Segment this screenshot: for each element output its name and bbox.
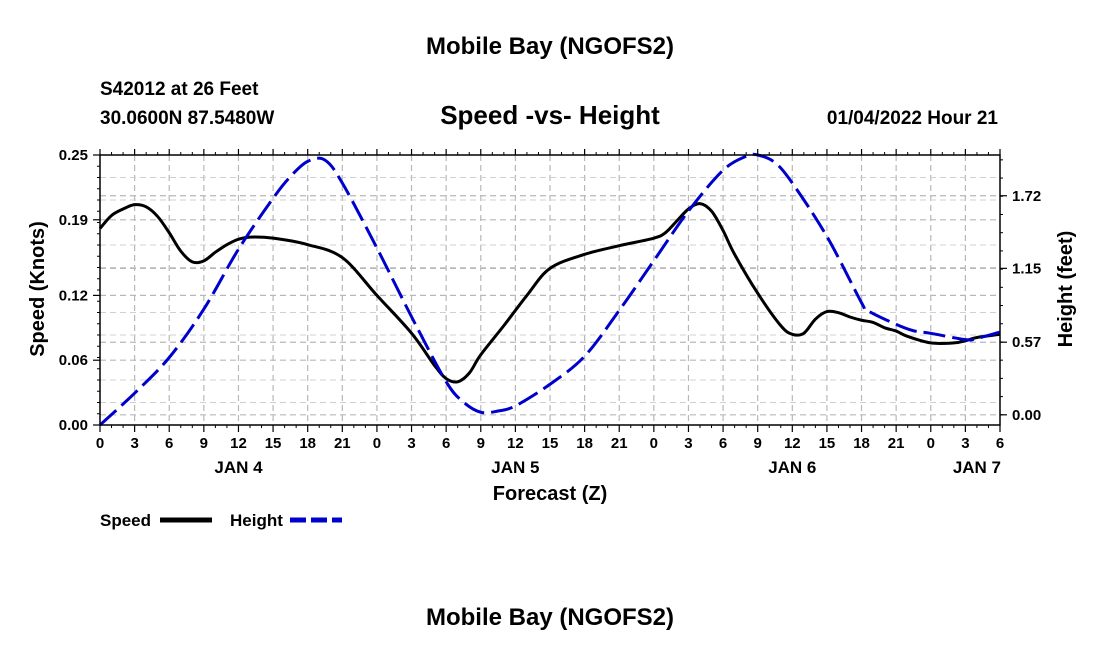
x-tick-label: 21: [611, 435, 628, 452]
x-tick-label: 6: [996, 435, 1004, 452]
page-title: Mobile Bay (NGOFS2): [426, 33, 674, 60]
x-tick-label: 6: [442, 435, 450, 452]
x-date-label: JAN 5: [491, 458, 539, 477]
x-tick-label: 0: [373, 435, 381, 452]
footer-title: Mobile Bay (NGOFS2): [426, 604, 674, 631]
x-tick-label: 0: [927, 435, 935, 452]
timestamp-label: 01/04/2022 Hour 21: [827, 108, 999, 129]
coordinates-label: 30.0600N 87.5480W: [100, 108, 274, 129]
x-tick-label: 3: [407, 435, 415, 452]
x-tick-label: 15: [819, 435, 836, 452]
x-tick-label: 12: [784, 435, 801, 452]
x-tick-label: 12: [230, 435, 247, 452]
x-tick-label: 6: [165, 435, 173, 452]
y-axis-title: Speed (Knots): [27, 221, 49, 357]
x-tick-label: 15: [265, 435, 282, 452]
x-tick-label: 18: [853, 435, 870, 452]
y2-tick-label: 0.57: [1012, 334, 1041, 351]
legend-speed-label: Speed: [100, 511, 151, 530]
x-tick-label: 3: [961, 435, 969, 452]
y2-tick-label: 1.72: [1012, 188, 1041, 205]
x-tick-label: 21: [334, 435, 351, 452]
x-tick-label: 21: [888, 435, 905, 452]
x-date-label: JAN 7: [953, 458, 1001, 477]
legend-height-label: Height: [230, 511, 283, 530]
chart-title: Speed -vs- Height: [440, 100, 660, 130]
y-tick-label: 0.06: [59, 352, 88, 369]
y-tick-label: 0.12: [59, 287, 88, 304]
station-label: S42012 at 26 Feet: [100, 79, 259, 100]
x-tick-label: 9: [200, 435, 208, 452]
x-tick-label: 12: [507, 435, 524, 452]
x-date-label: JAN 6: [768, 458, 816, 477]
y2-axis-title: Height (feet): [1055, 231, 1077, 348]
y-tick-label: 0.25: [59, 147, 88, 164]
x-date-label: JAN 4: [214, 458, 263, 477]
y-tick-label: 0.00: [59, 417, 88, 434]
y2-tick-label: 0.00: [1012, 407, 1041, 424]
y-tick-label: 0.19: [59, 212, 88, 229]
x-axis-title: Forecast (Z): [493, 483, 607, 505]
y2-tick-label: 1.15: [1012, 260, 1041, 277]
x-tick-label: 9: [477, 435, 485, 452]
x-tick-label: 15: [542, 435, 559, 452]
x-tick-label: 18: [299, 435, 316, 452]
x-tick-label: 18: [576, 435, 593, 452]
x-tick-label: 9: [754, 435, 762, 452]
x-tick-label: 0: [650, 435, 658, 452]
chart-figure: Mobile Bay (NGOFS2) S42012 at 26 Feet 30…: [0, 0, 1100, 650]
x-tick-label: 3: [130, 435, 138, 452]
x-tick-label: 0: [96, 435, 104, 452]
x-tick-label: 6: [719, 435, 727, 452]
x-tick-label: 3: [684, 435, 692, 452]
